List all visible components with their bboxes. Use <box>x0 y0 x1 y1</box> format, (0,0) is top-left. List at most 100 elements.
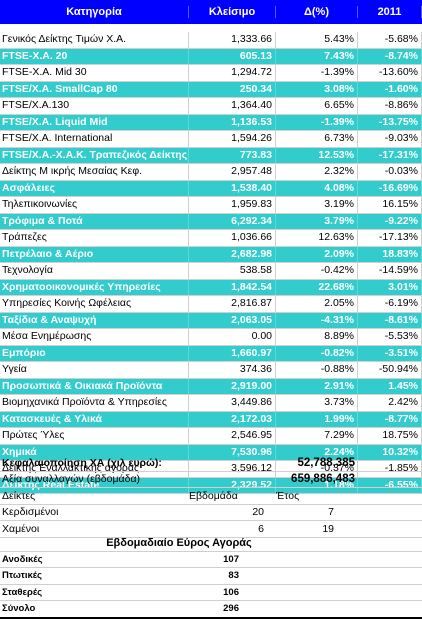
row-name: FTSE-X.A. 20 <box>0 48 189 64</box>
row-close: 1,660.97 <box>189 345 276 361</box>
table-row: Ταξίδια & Αναψυχή 2,063.05 -4.31% -8.61% <box>0 312 422 329</box>
row-change: -0.42% <box>276 263 358 279</box>
row-ytd: -6.19% <box>358 296 422 312</box>
row-name: Χρηματοοικονομικές Υπηρεσίες <box>0 279 189 295</box>
breadth-flat-value: 106 <box>223 586 239 598</box>
row-change: -0.88% <box>276 362 358 378</box>
row-close: 250.34 <box>189 81 276 97</box>
breadth-down-label: Πτωτικές <box>2 570 42 582</box>
row-ytd: -8.61% <box>358 312 422 328</box>
table-row: Υγεία 374.36 -0.88% -50.94% <box>0 362 422 379</box>
table-row: Δείκτης Μ ικρής Μεσαίας Κεφ. 2,957.48 2.32… <box>0 164 422 181</box>
table-row: FTSE/X.A. International 1,594.26 6.73% -9.0… <box>0 131 422 148</box>
row-ytd: -8.74% <box>358 48 422 64</box>
row-close: 1,842.54 <box>189 279 276 295</box>
row-ytd: -9.22% <box>358 213 422 229</box>
row-close: 7,530.96 <box>189 444 276 460</box>
row-change: 12.53% <box>276 147 358 163</box>
row-change: 2.32% <box>276 164 358 180</box>
row-close: 1,294.72 <box>189 65 276 81</box>
table-row: FTSE/X.A.130 1,364.40 6.65% -8.86% <box>0 98 422 115</box>
row-change: 2.05% <box>276 296 358 312</box>
table-row: Χρηματοοικονομικές Υπηρεσίες 1,842.54 22.6… <box>0 279 422 296</box>
losers-label: Χαμένοι <box>2 522 40 535</box>
row-ytd: -8.77% <box>358 411 422 427</box>
breadth-title: Εβδομαδιαίο Εύρος Αγοράς <box>106 536 252 549</box>
row-name: Τηλεπικοινωνίες <box>0 197 189 213</box>
table-row: FTSE/X.A. SmallCap 80 250.34 3.08% -1.60% <box>0 81 422 98</box>
table-row: Τρόφιμα & Ποτά 6,292.34 3.79% -9.22% <box>0 213 422 230</box>
row-close: 374.36 <box>189 362 276 378</box>
table-row: Γενικός Δείκτης Τιμών Χ.Α. 1,333.66 5.43% -… <box>0 32 422 49</box>
index-rows: Γενικός Δείκτης Τιμών Χ.Α. 1,333.66 5.43% -… <box>0 32 422 494</box>
row-change: 22.68% <box>276 279 358 295</box>
row-close: 1,959.83 <box>189 197 276 213</box>
table-row: Προσωπικά & Οικιακά Προϊόντα 2,919.00 2.91… <box>0 378 422 395</box>
row-name: Ασφάλειες <box>0 180 189 196</box>
header-close: Κλείσιμο <box>189 6 276 18</box>
row-ytd: 18.75% <box>358 428 422 444</box>
row-ytd: 16.15% <box>358 197 422 213</box>
row-name: Χημικά <box>0 444 189 460</box>
row-ytd: -5.68% <box>358 32 422 48</box>
table-row: Χημικά 7,530.96 2.24% 10.32% <box>0 444 422 461</box>
row-change: 3.19% <box>276 197 358 213</box>
table-row: Τηλεπικοινωνίες 1,959.83 3.19% 16.15% <box>0 197 422 214</box>
row-change: 6.73% <box>276 131 358 147</box>
row-name: Τεχνολογία <box>0 263 189 279</box>
row-name: Πετρέλαιο & Αέριο <box>0 246 189 262</box>
row-close: 0.00 <box>189 329 276 345</box>
row-close: 2,816.87 <box>189 296 276 312</box>
losers-year: 19 <box>322 522 334 535</box>
row-ytd: -9.03% <box>358 131 422 147</box>
row-ytd: -5.53% <box>358 329 422 345</box>
table-row: Εμπόριο 1,660.97 -0.82% -3.51% <box>0 345 422 362</box>
table-row: FTSE/X.A. Liquid Mid 1,136.53 -1.39% -13.75… <box>0 114 422 131</box>
table-row: FTSE-X.A. Mid 30 1,294.72 -1.39% -13.60% <box>0 65 422 82</box>
row-change: 8.89% <box>276 329 358 345</box>
header-ytd: 2011 <box>358 6 422 18</box>
table-row: Ασφάλειες 1,538.40 4.08% -16.69% <box>0 180 422 197</box>
volume-value: 659,886,483 <box>291 473 355 486</box>
row-name: FTSE/X.A. SmallCap 80 <box>0 81 189 97</box>
row-ytd: 2.42% <box>358 395 422 411</box>
breadth-flat-label: Σταθερές <box>2 586 43 598</box>
week-label: Εβδομάδα <box>189 489 238 502</box>
row-name: Βιομηχανικά Προϊόντα & Υπηρεσίες <box>0 395 189 411</box>
gainers-week: 20 <box>252 506 264 519</box>
cap-label: Κεφαλαιοποίηση ΧΑ (χιλ ευρώ): <box>2 456 162 469</box>
header-category: Κατηγορία <box>0 6 189 18</box>
row-close: 2,682.98 <box>189 246 276 262</box>
table-row: Υπηρεσίες Κοινής Ωφέλειας 2,816.87 2.05% -6… <box>0 296 422 313</box>
row-close: 2,063.05 <box>189 312 276 328</box>
summary-block: Κεφαλαιοποίηση ΧΑ (χιλ ευρώ): 52,788,385… <box>0 455 422 538</box>
row-ytd: -3.51% <box>358 345 422 361</box>
row-ytd: 18.83% <box>358 246 422 262</box>
table-row: Πετρέλαιο & Αέριο 2,682.98 2.09% 18.83% <box>0 246 422 263</box>
table-row: Τράπεζες 1,036.66 12.63% -17.13% <box>0 230 422 247</box>
row-close: 2,172.03 <box>189 411 276 427</box>
row-change: 12.63% <box>276 230 358 246</box>
row-change: 2.09% <box>276 246 358 262</box>
row-change: 5.43% <box>276 32 358 48</box>
row-close: 1,594.26 <box>189 131 276 147</box>
row-close: 6,292.34 <box>189 213 276 229</box>
row-change: 3.73% <box>276 395 358 411</box>
row-close: 1,538.40 <box>189 180 276 196</box>
row-close: 1,036.66 <box>189 230 276 246</box>
breadth-up-value: 107 <box>223 553 239 565</box>
row-name: Κατασκευές & Υλικά <box>0 411 189 427</box>
market-breadth-block: Εβδομαδιαίο Εύρος Αγοράς Ανοδικές 107 Πτ… <box>0 535 422 619</box>
table-row: Βιομηχανικά Προϊόντα & Υπηρεσίες 3,449.86… <box>0 395 422 412</box>
row-name: Υπηρεσίες Κοινής Ωφέλειας <box>0 296 189 312</box>
indices-label: Δείκτες <box>2 489 36 502</box>
table-row: Μέσα Ενημέρωσης 0.00 8.89% -5.53% <box>0 329 422 346</box>
table-row: FTSE/X.A.-X.A.K. Τραπεζικός Δείκτης 773.8… <box>0 147 422 164</box>
losers-week: 6 <box>258 522 264 535</box>
row-ytd: -1.60% <box>358 81 422 97</box>
row-close: 2,546.95 <box>189 428 276 444</box>
row-ytd: -17.13% <box>358 230 422 246</box>
row-name: Μέσα Ενημέρωσης <box>0 329 189 345</box>
gainers-year: 7 <box>328 506 334 519</box>
